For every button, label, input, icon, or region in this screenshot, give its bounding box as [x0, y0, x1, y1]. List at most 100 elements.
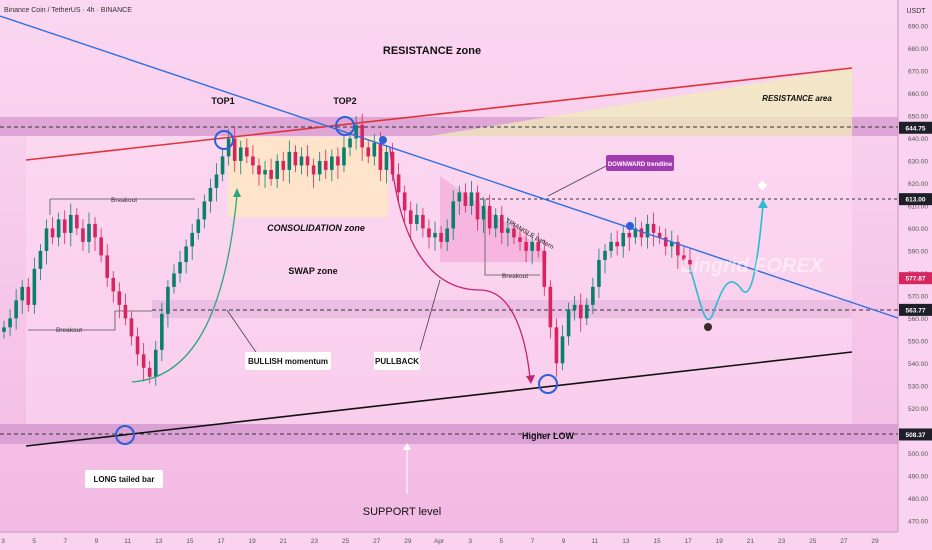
price-label-box: [899, 193, 932, 206]
consolidation-box: [228, 137, 388, 217]
price-label-box: [899, 272, 932, 285]
support-arrow-head: [403, 443, 411, 450]
bullish-momentum-label: BULLISH momentum: [248, 357, 328, 366]
price-label-box: [899, 121, 932, 134]
candle-body: [603, 250, 607, 260]
candle-body: [245, 147, 249, 157]
candle-body: [220, 156, 225, 175]
higher-low-label: Higher LOW: [522, 431, 575, 441]
time-tick: 7: [63, 538, 67, 545]
candle-body: [542, 250, 547, 287]
time-tick: 7: [531, 538, 535, 545]
time-tick: 25: [342, 538, 350, 545]
watermark: Lingrid FOREX: [681, 255, 825, 277]
candle-body: [87, 223, 91, 242]
time-axis-ticks: 3 5 7 9 11 13 15 17 19 21 23 25 27 29 Apr 3 5 7 9 11 13 15 17 1…: [1, 538, 879, 545]
time-tick: 3: [468, 538, 472, 545]
price-tick: 630.00: [908, 158, 928, 165]
candle-body: [38, 250, 43, 269]
candle-body: [117, 291, 122, 305]
top2-marker: [335, 116, 355, 136]
support-trendline: [25, 351, 853, 447]
candle-body: [251, 156, 255, 166]
time-tick: 29: [404, 538, 412, 545]
price-label: 613.00: [906, 197, 926, 204]
candle-body: [597, 259, 601, 287]
candle-body: [147, 367, 152, 377]
candle-body: [554, 327, 559, 364]
pullback-label: PULLBACK: [375, 357, 419, 366]
eye-icon: [704, 323, 712, 331]
price-tick: 610.00: [908, 203, 928, 210]
candle-body: [14, 300, 18, 319]
time-tick: 13: [622, 538, 630, 545]
trendline-callout-connector: [547, 163, 611, 197]
pullback-arrow-head: [526, 375, 535, 384]
top1-marker: [214, 130, 234, 150]
time-tick: 11: [124, 538, 131, 545]
candle-body: [311, 165, 316, 175]
candle-body: [609, 241, 613, 251]
price-label: 644.75: [906, 125, 926, 132]
swap-band: [152, 300, 852, 318]
candle-body: [378, 142, 383, 170]
price-labels: 644.75 613.00 577.87 563.77 508.37: [899, 121, 932, 441]
candle-body: [463, 192, 468, 206]
candle-body: [68, 214, 73, 233]
currency-label: USDT: [906, 8, 926, 15]
candle-body: [512, 228, 516, 238]
price-label: 508.37: [906, 432, 926, 439]
chart-title: Binance Coin / TetherUS · 4h · BINANCE: [4, 7, 132, 14]
candle-body: [493, 214, 498, 229]
candle-body: [330, 156, 334, 170]
candle-body: [166, 286, 170, 314]
candle-body: [123, 304, 128, 319]
candle-body: [682, 255, 686, 260]
candle-body: [208, 187, 213, 202]
candle-body: [536, 241, 541, 251]
candle-body: [524, 241, 528, 251]
price-label-box: [899, 428, 932, 441]
top2-dot: [379, 136, 387, 144]
price-tick: 680.00: [908, 46, 928, 53]
time-tick: 9: [562, 538, 566, 545]
breakout-label-left: Breakout: [56, 327, 82, 334]
long-tailed-label: LONG tailed bar: [94, 475, 155, 484]
candle-body: [360, 124, 364, 148]
price-label-box: [899, 303, 932, 316]
candle-body: [287, 151, 292, 170]
candle-body: [75, 214, 79, 229]
price-tick: 490.00: [908, 473, 928, 480]
price-tick: 530.00: [908, 383, 928, 390]
downward-trendline: [0, 15, 899, 319]
candle-body: [451, 201, 456, 229]
time-tick: Apr: [434, 538, 445, 545]
swap-label: SWAP zone: [288, 266, 337, 276]
price-tick: 480.00: [908, 496, 928, 503]
pullback-arrow: [389, 147, 531, 379]
time-tick: 27: [840, 538, 848, 545]
candle-body: [676, 241, 680, 256]
candle-body: [323, 160, 328, 170]
time-tick: 5: [499, 538, 503, 545]
bullish-momentum-arrow: [131, 194, 238, 383]
candle-body: [518, 237, 522, 242]
candle-body: [32, 268, 37, 305]
candle-body: [26, 286, 31, 305]
time-tick: 3: [1, 538, 5, 545]
candle-body: [202, 201, 207, 220]
time-tick: 5: [32, 538, 36, 545]
candle-body: [44, 228, 49, 251]
candle-body: [2, 327, 6, 332]
candle-body: [238, 147, 243, 161]
consolidation-label: CONSOLIDATION zone: [267, 223, 365, 233]
time-tick: 19: [249, 538, 257, 545]
candle-body: [111, 277, 116, 292]
candle-body: [591, 286, 595, 305]
time-tick: 17: [217, 538, 225, 545]
candle-body: [99, 237, 103, 256]
price-tick: 620.00: [908, 181, 928, 188]
candle-body: [445, 228, 449, 242]
candle-body: [506, 228, 510, 233]
